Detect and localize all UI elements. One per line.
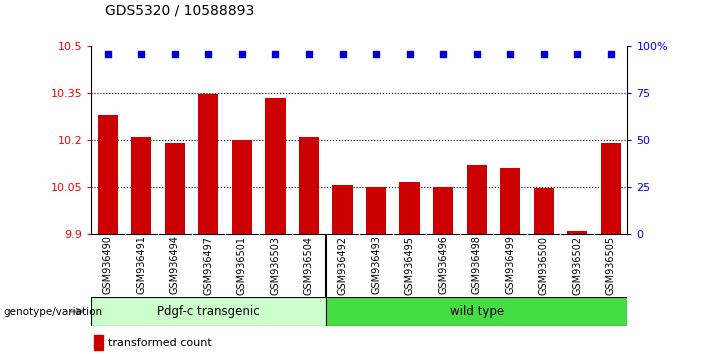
Point [170, 51, 181, 57]
Point [505, 51, 516, 57]
Point [437, 51, 449, 57]
Text: GSM936497: GSM936497 [203, 235, 213, 295]
Bar [533, 188, 554, 234]
Text: GSM936500: GSM936500 [538, 235, 549, 295]
Text: transformed count: transformed count [108, 338, 212, 348]
Point [304, 51, 315, 57]
Text: GSM936499: GSM936499 [505, 235, 515, 295]
Text: GSM936493: GSM936493 [371, 235, 381, 295]
Text: GSM936504: GSM936504 [304, 235, 314, 295]
Text: GSM936492: GSM936492 [337, 235, 348, 295]
Text: GSM936501: GSM936501 [237, 235, 247, 295]
Bar [98, 115, 118, 234]
Bar [601, 143, 620, 234]
Bar [400, 182, 420, 234]
Point [471, 51, 482, 57]
Text: GSM936496: GSM936496 [438, 235, 448, 295]
Text: GSM936491: GSM936491 [137, 235, 147, 295]
Bar [366, 187, 386, 234]
Bar [94, 335, 104, 350]
Text: GSM936490: GSM936490 [103, 235, 113, 295]
Bar [232, 140, 252, 234]
Text: GSM936502: GSM936502 [572, 235, 582, 295]
Bar [500, 168, 520, 234]
Point [538, 51, 549, 57]
Point [102, 51, 114, 57]
Point [571, 51, 583, 57]
Bar [266, 98, 285, 234]
Bar [567, 230, 587, 234]
Bar [332, 185, 353, 234]
Text: wild type: wild type [449, 305, 503, 318]
Text: GSM936495: GSM936495 [404, 235, 414, 295]
Point [236, 51, 247, 57]
Point [136, 51, 147, 57]
Bar [326, 297, 627, 326]
Point [203, 51, 214, 57]
Bar [91, 297, 326, 326]
Bar [433, 187, 453, 234]
Bar [299, 137, 319, 234]
Text: GSM936498: GSM936498 [472, 235, 482, 295]
Text: genotype/variation: genotype/variation [4, 307, 102, 316]
Text: Pdgf-c transgenic: Pdgf-c transgenic [157, 305, 260, 318]
Bar [165, 143, 185, 234]
Text: GSM936505: GSM936505 [606, 235, 615, 295]
Text: GSM936503: GSM936503 [271, 235, 280, 295]
Bar [131, 137, 151, 234]
Text: GDS5320 / 10588893: GDS5320 / 10588893 [105, 4, 254, 18]
Point [605, 51, 616, 57]
Bar [467, 165, 486, 234]
Point [337, 51, 348, 57]
Bar [198, 95, 219, 234]
Text: GSM936494: GSM936494 [170, 235, 180, 295]
Point [370, 51, 381, 57]
Point [404, 51, 415, 57]
Point [270, 51, 281, 57]
